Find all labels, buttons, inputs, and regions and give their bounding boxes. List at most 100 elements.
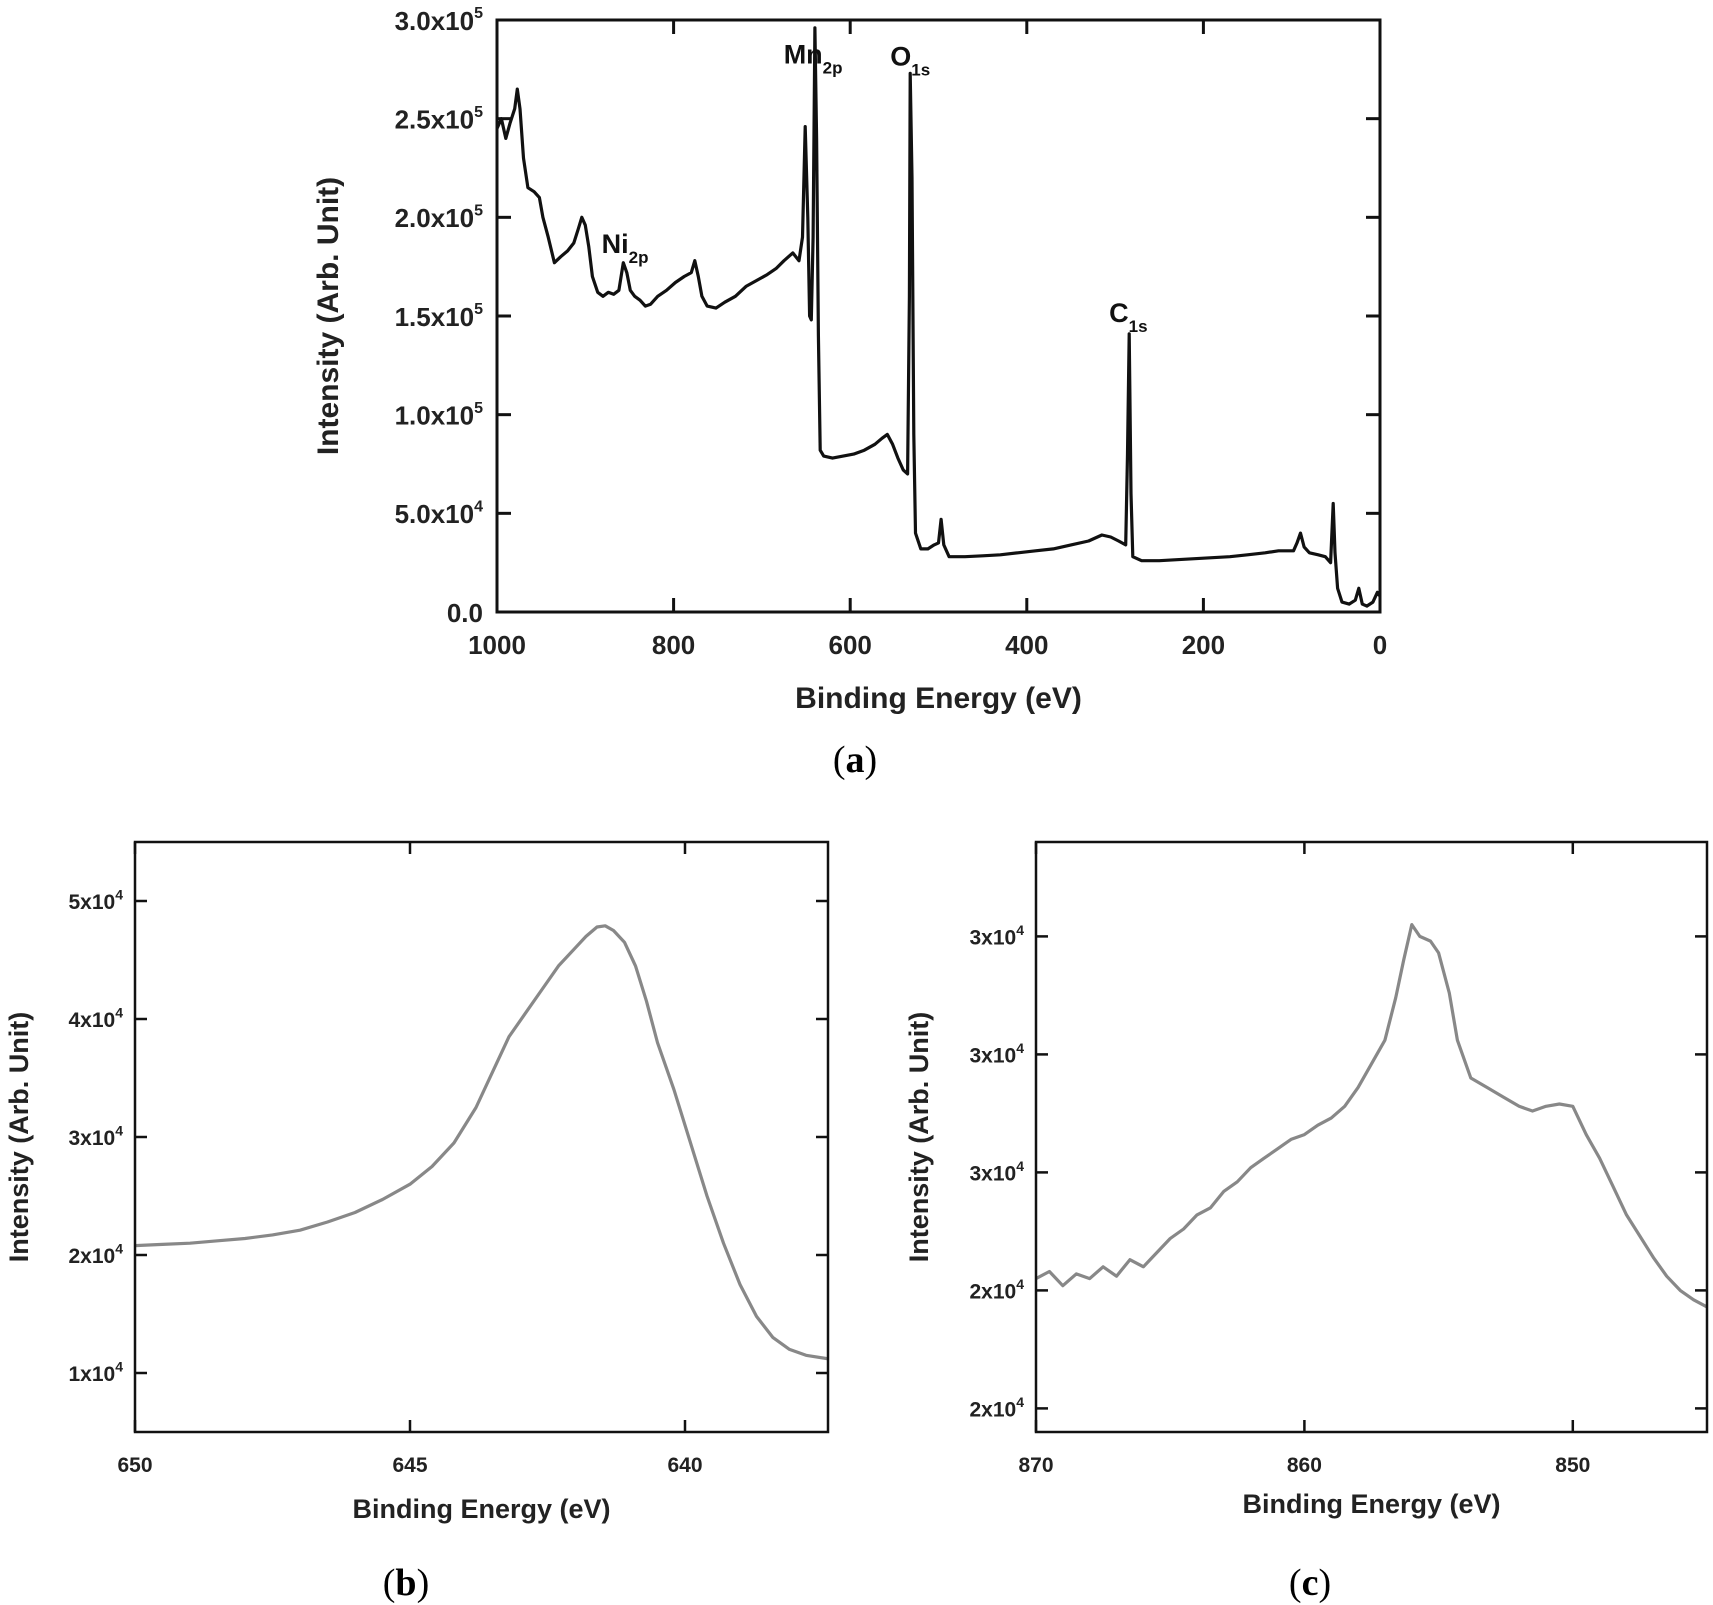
y-tick-label: 1x104 [68,1359,123,1386]
x-axis-title: Binding Energy (eV) [795,682,1082,715]
peak-label-element: Mn [784,39,823,69]
peak-label-element: C [1109,298,1129,328]
y-axis-title: Intensity (Arb. Unit) [312,177,345,455]
y-axis-title: Intensity (Arb. Unit) [904,1012,934,1263]
series-line-survey [497,26,1380,608]
y-tick-label: 3x104 [68,1123,123,1150]
peak-label-orbital: 2p [823,58,843,77]
y-tick-label: 2x104 [969,1276,1024,1303]
y-tick-mantissa: 3.0x10 [395,6,475,36]
caption-open-paren: ( [833,739,846,781]
y-tick-mantissa: 5x10 [68,891,115,914]
y-tick-label: 3x104 [969,1040,1024,1067]
y-axis-title: Intensity (Arb. Unit) [4,1012,34,1263]
y-tick-mantissa: 3x10 [969,1044,1016,1067]
y-tick-exponent: 4 [1016,1040,1024,1056]
caption-close-paren: ) [417,1562,430,1604]
y-tick-mantissa: 5.0x10 [395,499,475,529]
y-tick-exponent: 4 [1016,1394,1024,1410]
caption-letter: c [1302,1562,1319,1604]
peak-label-element: Ni [602,229,629,259]
y-tick-exponent: 5 [474,203,483,220]
y-tick-exponent: 4 [115,887,123,903]
y-tick-label: 3.0x105 [395,5,484,36]
series-line-mn-2p [135,924,828,1361]
y-tick-mantissa: 2.0x10 [395,203,475,233]
plot-frame [1034,840,1709,1434]
y-tick-mantissa: 2x10 [969,1398,1016,1421]
peak-label-element: O [890,41,911,71]
y-tick-label: 1.0x105 [395,400,484,431]
y-tick-mantissa: 3x10 [969,1162,1016,1185]
y-tick-label: 2.5x105 [395,104,484,135]
x-tick-label: 400 [1005,630,1048,660]
y-tick-exponent: 5 [474,104,483,121]
caption-open-paren: ( [383,1562,396,1604]
peak-label-c: C1s [1109,298,1147,336]
y-tick-mantissa: 1x10 [68,1363,115,1386]
y-tick-label: 5x104 [68,887,123,914]
chart-c: 870 860 8502x1042x1043x1043x1043x104Bindin… [904,840,1709,1604]
y-tick-exponent: 4 [115,1123,123,1139]
y-tick-exponent: 5 [474,301,483,318]
x-tick-label: 645 [392,1454,427,1477]
y-tick-mantissa: 2x10 [68,1245,115,1268]
y-tick-exponent: 5 [474,400,483,417]
peak-label-mn: Mn2p [784,39,843,77]
y-tick-exponent: 4 [115,1359,123,1375]
y-tick-label: 2.0x105 [395,203,484,234]
x-tick-label: 1000 [468,630,526,660]
caption-close-paren: ) [1318,1562,1331,1604]
x-tick-label: 850 [1555,1454,1590,1477]
y-tick-exponent: 4 [1016,1158,1024,1174]
peak-label-orbital: 1s [911,60,930,79]
y-tick-mantissa: 2x10 [969,1280,1016,1303]
y-tick-label: 2x104 [68,1241,123,1268]
panel-caption: (b) [383,1562,429,1604]
y-tick-exponent: 4 [115,1241,123,1257]
panel-caption: (a) [833,739,877,781]
y-tick-label: 3x104 [969,1158,1024,1185]
x-tick-label: 870 [1018,1454,1053,1477]
y-tick-mantissa: 2.5x10 [395,105,475,135]
peak-label-ni: Ni2p [602,229,649,267]
y-tick-label: 1.5x105 [395,301,484,332]
x-tick-label: 0 [1373,630,1387,660]
plot-frame [495,18,1382,614]
x-axis-title: Binding Energy (eV) [1242,1489,1500,1519]
caption-close-paren: ) [865,739,878,781]
panel-caption: (c) [1289,1562,1331,1604]
y-tick-mantissa: 0.0 [447,598,483,628]
plot-frame [133,840,830,1434]
y-tick-mantissa: 3x10 [68,1127,115,1150]
y-tick-label: 0.0 [447,598,483,628]
caption-letter: a [846,739,865,781]
chart-b: 650 645 6401x1042x1043x1044x1045x104Bindin… [4,840,830,1604]
y-tick-mantissa: 4x10 [68,1009,115,1032]
y-tick-mantissa: 1.0x10 [395,401,475,431]
x-tick-label: 600 [829,630,872,660]
x-tick-label: 650 [117,1454,152,1477]
y-tick-exponent: 4 [115,1005,123,1021]
y-tick-label: 4x104 [68,1005,123,1032]
x-tick-label: 640 [667,1454,702,1477]
y-tick-exponent: 4 [474,499,483,516]
y-tick-label: 5.0x104 [395,499,484,530]
x-axis-title: Binding Energy (eV) [352,1494,610,1524]
y-tick-label: 2x104 [969,1394,1024,1421]
series-line-ni-2p [1036,923,1707,1309]
y-tick-exponent: 4 [1016,922,1024,938]
y-tick-exponent: 5 [474,5,483,22]
y-tick-mantissa: 3x10 [969,926,1016,949]
caption-open-paren: ( [1289,1562,1302,1604]
y-tick-exponent: 4 [1016,1276,1024,1292]
x-tick-label: 200 [1182,630,1225,660]
caption-letter: b [395,1562,416,1604]
peak-label-o: O1s [890,41,930,79]
y-tick-label: 3x104 [969,922,1024,949]
x-tick-label: 860 [1287,1454,1322,1477]
x-tick-label: 800 [652,630,695,660]
chart-a: 1000 800 600 400 200 00.05.0x1041.0x1051.5x10… [312,5,1387,781]
peak-label-orbital: 1s [1129,317,1148,336]
